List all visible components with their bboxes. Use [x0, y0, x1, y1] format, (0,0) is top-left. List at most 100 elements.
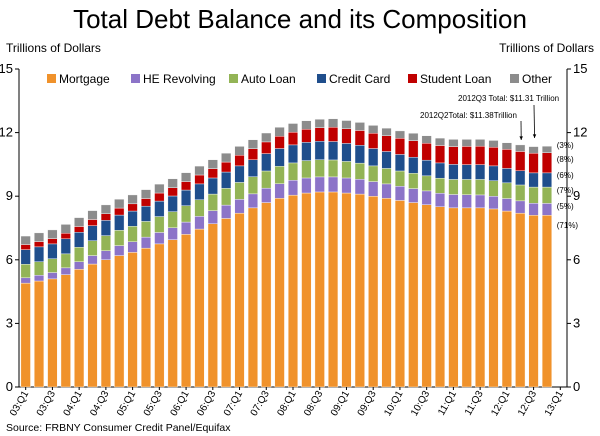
annotation-arrow-2012q3	[533, 104, 535, 139]
bar-segment-he-revolving	[435, 193, 446, 207]
annotation-arrow-2012q2-head	[519, 136, 523, 140]
x-tick-label: 07:Q1	[222, 389, 245, 418]
bar-segment-mortgage	[408, 202, 419, 388]
y-tick-label-left: 6	[6, 252, 13, 267]
bar-segment-mortgage	[461, 207, 472, 388]
bar-segment-auto-loan	[314, 159, 325, 178]
bar-segment-he-revolving	[127, 241, 138, 253]
y-tick-label-left: 9	[6, 188, 13, 203]
bar-segment-mortgage	[448, 207, 459, 388]
bar-segment-auto-loan	[274, 166, 285, 184]
bar-segment-other	[515, 144, 526, 152]
legend-swatch-auto-loan	[229, 74, 238, 83]
x-tick-label: 09:Q1	[329, 389, 352, 418]
bar-segment-mortgage	[381, 198, 392, 388]
bar-segment-he-revolving	[34, 275, 45, 282]
bar-segment-mortgage	[261, 202, 272, 388]
bar-segment-mortgage	[287, 194, 299, 388]
bar-segment-other	[541, 145, 552, 153]
bar-segment-mortgage	[247, 207, 258, 388]
x-tick-label: 04:Q3	[88, 389, 111, 418]
bar-segment-student-loan	[421, 142, 432, 161]
bar-segment-auto-loan	[207, 193, 218, 211]
x-tick-label: 06:Q3	[195, 389, 218, 418]
bar-segment-mortgage	[221, 218, 232, 388]
bar-segment-auto-loan	[154, 216, 165, 233]
composition-label: (5%)	[557, 202, 574, 211]
bar-segment-other	[421, 135, 432, 144]
bar-segment-other	[328, 118, 339, 128]
bar-segment-he-revolving	[114, 245, 125, 256]
bar-segment-credit-card	[515, 170, 526, 186]
bar-segment-he-revolving	[87, 255, 98, 265]
bar-segment-student-loan	[475, 145, 486, 165]
bar-segment-other	[167, 178, 178, 188]
bar-segment-mortgage	[234, 212, 245, 388]
bar-segment-credit-card	[114, 214, 125, 231]
bar-segment-mortgage	[301, 192, 312, 388]
bar-segment-student-loan	[221, 161, 232, 173]
bar-segment-student-loan	[515, 151, 526, 171]
bar-segment-he-revolving	[515, 200, 526, 214]
x-tick-label: 11:Q1	[436, 389, 459, 418]
bar-segment-student-loan	[501, 149, 512, 169]
y-tick-label-left: 0	[6, 379, 13, 394]
bar-segment-mortgage	[74, 269, 85, 388]
bar-segment-mortgage	[274, 198, 285, 388]
bar-segment-other	[234, 146, 245, 156]
bar-segment-mortgage	[314, 191, 325, 388]
bar-segment-other	[127, 194, 138, 205]
bar-segment-other	[287, 123, 299, 133]
bar-segment-auto-loan	[435, 177, 446, 194]
bar-segment-student-loan	[207, 168, 218, 179]
bar-segment-other	[140, 189, 151, 199]
bar-segment-credit-card	[475, 164, 486, 180]
bar-segment-credit-card	[421, 159, 432, 177]
bar-segment-credit-card	[501, 168, 512, 184]
bar-segment-credit-card	[541, 172, 552, 188]
bar-segment-student-loan	[314, 127, 325, 142]
composition-label: (71%)	[557, 221, 579, 230]
bar-segment-he-revolving	[274, 183, 285, 199]
bar-segment-auto-loan	[47, 258, 58, 273]
bar-segment-other	[74, 217, 85, 227]
bar-segment-student-loan	[528, 152, 539, 174]
x-tick-label: 07:Q3	[249, 389, 272, 418]
bar-segment-he-revolving	[194, 216, 205, 230]
bar-segment-mortgage	[421, 204, 432, 388]
bar-segment-other	[448, 139, 459, 147]
bar-segment-he-revolving	[261, 187, 272, 203]
bar-segment-student-loan	[261, 141, 272, 154]
bar-segment-credit-card	[354, 145, 365, 164]
bar-segment-auto-loan	[261, 170, 272, 189]
bar-segment-auto-loan	[181, 205, 192, 223]
bar-segment-other	[475, 139, 486, 147]
legend-swatch-he-revolving	[131, 74, 140, 83]
bar-segment-student-loan	[34, 241, 45, 248]
bar-segment-student-loan	[488, 147, 499, 167]
bar-segment-auto-loan	[127, 226, 138, 242]
bar-segment-mortgage	[207, 223, 218, 388]
bar-segment-he-revolving	[368, 181, 379, 197]
bar-segment-auto-loan	[421, 175, 432, 192]
legend-swatch-credit-card	[317, 74, 326, 83]
y-tick-label-left: 12	[0, 125, 13, 140]
bar-segment-credit-card	[181, 189, 192, 206]
bar-segment-he-revolving	[354, 179, 365, 195]
bar-segment-he-revolving	[154, 232, 165, 245]
bar-segment-other	[528, 146, 539, 154]
y-tick-label-right: 3	[573, 315, 580, 330]
bar-segment-other	[435, 137, 446, 146]
annotation-arrow-2012q3-head	[532, 134, 537, 138]
legend-label-student-loan: Student Loan	[420, 72, 491, 86]
x-tick-label: 10:Q3	[409, 389, 432, 418]
y-tick-label-right: 15	[573, 61, 587, 76]
bar-segment-student-loan	[154, 192, 165, 202]
bar-segment-mortgage	[20, 282, 31, 388]
bar-segment-student-loan	[354, 130, 365, 146]
bar-segment-he-revolving	[541, 203, 552, 216]
bar-segment-he-revolving	[47, 272, 58, 280]
x-tick-label: 05:Q1	[115, 389, 138, 418]
bar-segment-mortgage	[354, 193, 365, 388]
